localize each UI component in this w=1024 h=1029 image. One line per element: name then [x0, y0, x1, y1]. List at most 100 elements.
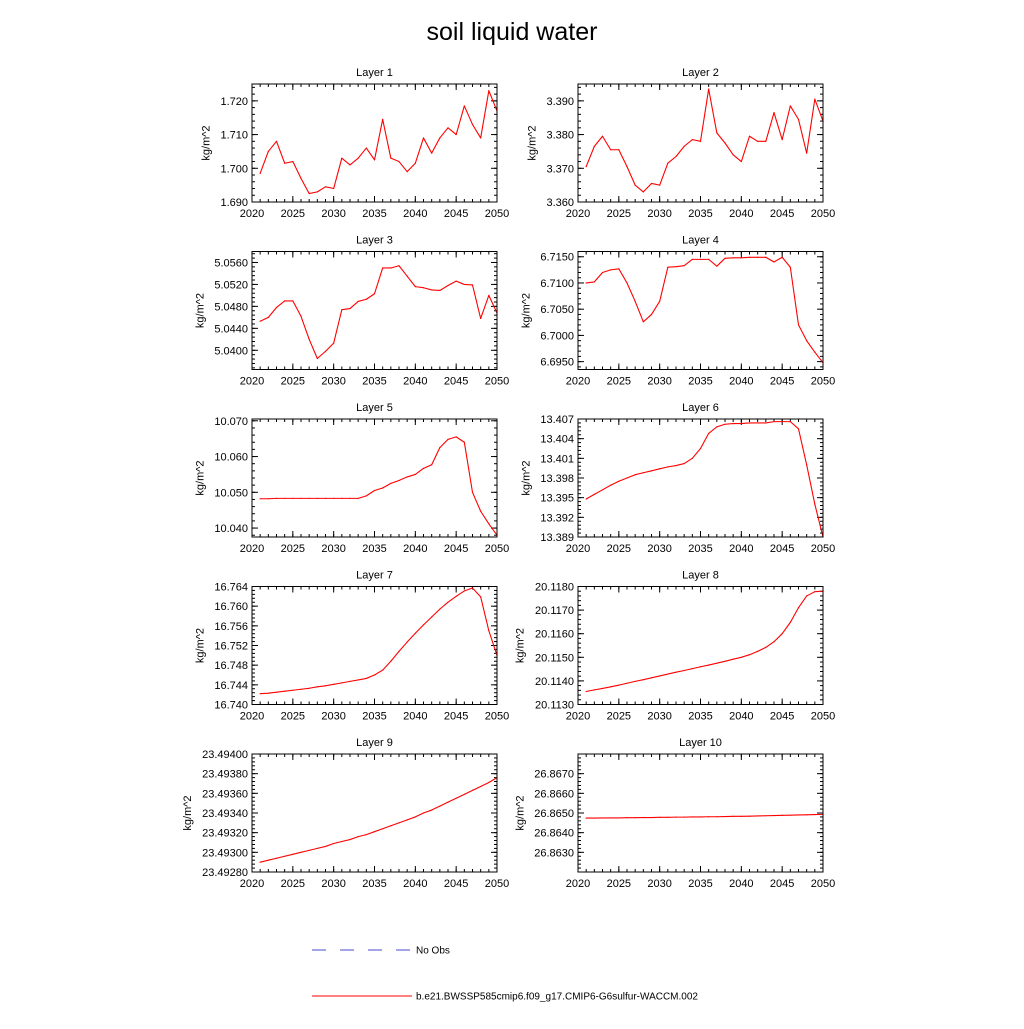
- plot-frame: [251, 753, 498, 873]
- y-tick-label: 20.1140: [535, 676, 574, 688]
- data-point: [806, 464, 808, 466]
- data-point: [480, 317, 482, 320]
- y-tick-label: 23.49280: [202, 867, 248, 879]
- data-point: [267, 692, 269, 694]
- x-tick-label: 2025: [281, 543, 305, 555]
- data-point: [275, 140, 278, 142]
- data-point: [341, 497, 343, 499]
- data-point: [691, 816, 693, 818]
- data-point: [365, 147, 367, 149]
- data-point: [259, 498, 261, 500]
- y-tick-label: 13.401: [540, 453, 574, 465]
- x-tick-label: 2025: [607, 376, 631, 388]
- data-point: [650, 677, 653, 679]
- data-point: [316, 357, 318, 360]
- data-point: [439, 608, 441, 610]
- data-point: [789, 421, 791, 423]
- y-axis-label: kg/m^2: [520, 293, 532, 328]
- y-tick-label: 23.49300: [202, 847, 248, 859]
- x-tick-label: 2030: [647, 208, 671, 220]
- y-axis-label: kg/m^2: [194, 460, 206, 495]
- data-point: [406, 275, 408, 277]
- data-point: [675, 464, 677, 467]
- data-point: [667, 266, 669, 268]
- data-point: [324, 497, 327, 499]
- x-tick-label: 2030: [321, 208, 345, 220]
- data-point: [593, 493, 595, 495]
- data-point: [642, 679, 644, 681]
- data-point: [626, 282, 628, 284]
- data-point: [814, 503, 816, 505]
- x-tick-label: 2025: [607, 543, 631, 555]
- x-tick-label: 2025: [281, 711, 305, 723]
- data-point: [341, 309, 343, 311]
- data-point: [292, 689, 294, 691]
- data-point: [488, 630, 490, 632]
- legend-model-label: b.e21.BWSSP585cmip6.f09_g17.CMIP6-G6sulf…: [416, 992, 698, 1003]
- data-point: [748, 654, 751, 656]
- data-point: [593, 817, 595, 819]
- data-point: [455, 595, 457, 597]
- y-tick-label: 20.1170: [535, 605, 574, 617]
- data-point: [390, 660, 392, 662]
- data-point: [275, 691, 278, 693]
- y-tick-label: 3.390: [546, 96, 574, 108]
- x-tick-label: 2045: [770, 208, 794, 220]
- y-tick-label: 20.1150: [535, 652, 574, 664]
- data-point: [773, 261, 775, 263]
- x-tick-label: 2035: [362, 711, 386, 723]
- y-tick-label: 10.040: [214, 523, 248, 535]
- x-tick-label: 2045: [770, 376, 794, 388]
- data-point: [431, 289, 433, 291]
- data-point: [781, 633, 783, 635]
- data-point: [806, 152, 808, 154]
- series-line: [260, 777, 498, 863]
- plot-frame: [577, 251, 824, 370]
- y-tick-label: 16.740: [214, 700, 248, 712]
- data-point: [455, 280, 457, 282]
- data-point: [300, 497, 302, 499]
- data-point: [732, 815, 734, 817]
- data-point: [324, 350, 327, 352]
- x-tick-label: 2035: [362, 208, 386, 220]
- data-point: [398, 479, 400, 482]
- data-point: [316, 497, 318, 499]
- data-point: [667, 816, 669, 818]
- data-point: [365, 495, 367, 497]
- data-point: [797, 607, 800, 609]
- data-point: [814, 351, 816, 353]
- x-tick-label: 2045: [444, 208, 468, 220]
- data-point: [601, 817, 604, 819]
- y-tick-label: 6.7050: [540, 304, 574, 316]
- data-point: [683, 816, 685, 818]
- series-line: [586, 256, 824, 364]
- panel-layer-9: Layer 9 2020 2025 2030 2035 2040 2045 2050 23.49…: [182, 737, 509, 890]
- data-point: [382, 828, 384, 830]
- data-point: [708, 816, 710, 818]
- x-tick-label: 2040: [729, 543, 753, 555]
- y-axis-label: kg/m^2: [182, 795, 194, 830]
- y-tick-label: 23.49320: [202, 828, 248, 840]
- data-point: [382, 267, 384, 269]
- data-point: [373, 489, 376, 492]
- data-point: [414, 473, 416, 476]
- data-point: [471, 284, 474, 286]
- panel-layer-5: Layer 5 2020 2025 2030 2035 2040 2045 2050 10.04…: [194, 402, 509, 555]
- y-tick-label: 1.700: [220, 163, 248, 175]
- x-tick-label: 2025: [281, 208, 305, 220]
- x-tick-label: 2045: [444, 376, 468, 388]
- y-tick-label: 26.8650: [534, 808, 574, 820]
- data-point: [471, 789, 474, 791]
- data-point: [585, 498, 587, 500]
- data-point: [333, 342, 335, 344]
- plot-frame: [577, 418, 824, 538]
- data-point: [349, 307, 351, 310]
- data-point: [716, 662, 718, 664]
- data-point: [716, 426, 718, 428]
- data-point: [414, 632, 416, 634]
- data-point: [765, 815, 767, 817]
- panel-layer-8: Layer 8 2020 2025 2030 2035 2040 2045 2050 20.11…: [514, 570, 835, 723]
- data-point: [414, 816, 416, 818]
- data-point: [471, 123, 474, 126]
- data-point: [806, 814, 808, 816]
